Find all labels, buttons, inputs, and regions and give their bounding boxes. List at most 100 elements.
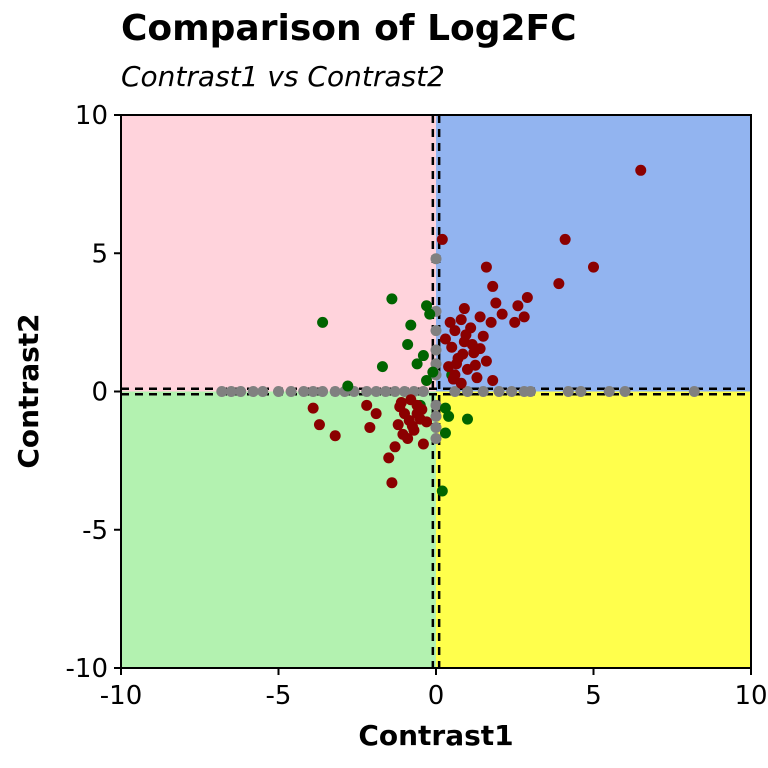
- data-point: [394, 401, 406, 413]
- data-point: [399, 386, 410, 397]
- data-point: [525, 386, 536, 397]
- y-tick-label: 10: [75, 101, 108, 131]
- data-point: [389, 441, 401, 453]
- data-point: [521, 291, 533, 303]
- data-point: [619, 386, 631, 397]
- quadrant-upper-right: [436, 115, 751, 392]
- quadrant-lower-left: [121, 391, 436, 668]
- data-point: [430, 325, 442, 337]
- data-point: [380, 386, 392, 397]
- data-point: [307, 386, 319, 397]
- data-point: [559, 233, 571, 245]
- data-point: [436, 485, 448, 497]
- y-tick-label: -5: [82, 516, 108, 546]
- data-point: [457, 348, 469, 360]
- data-point: [329, 430, 341, 442]
- data-point: [444, 316, 456, 328]
- data-point: [417, 438, 429, 450]
- data-point: [421, 374, 433, 386]
- data-point: [487, 280, 499, 292]
- data-point: [285, 386, 297, 397]
- quadrant-lower-right: [436, 391, 751, 668]
- x-tick-label: 10: [734, 681, 767, 711]
- data-point: [313, 419, 325, 431]
- data-point: [480, 355, 492, 367]
- data-point: [408, 386, 420, 397]
- data-point: [462, 413, 473, 425]
- data-point: [329, 386, 341, 397]
- data-point: [518, 311, 530, 323]
- data-point: [406, 420, 418, 432]
- x-tick-label: -10: [100, 681, 142, 711]
- data-point: [562, 386, 574, 397]
- data-point: [449, 325, 461, 337]
- x-tick-label: 0: [428, 681, 445, 711]
- data-point: [307, 402, 319, 414]
- chart-title: Comparison of Log2FC: [121, 8, 577, 49]
- data-point: [512, 300, 524, 312]
- data-point: [430, 410, 442, 422]
- data-point: [439, 333, 451, 345]
- data-point: [427, 366, 439, 378]
- data-point: [257, 386, 269, 397]
- data-point: [370, 386, 382, 397]
- data-point: [370, 408, 382, 420]
- data-point: [474, 311, 486, 323]
- data-point: [436, 233, 448, 245]
- chart-subtitle: Contrast1 vs Contrast2: [121, 60, 445, 93]
- y-tick-label: 5: [91, 239, 108, 269]
- data-point: [405, 319, 417, 331]
- data-point: [635, 164, 647, 176]
- y-axis-title: Contrast2: [12, 313, 45, 468]
- data-point: [471, 372, 483, 384]
- data-point: [376, 361, 388, 373]
- data-point: [430, 344, 442, 356]
- data-point: [298, 386, 310, 397]
- data-point: [342, 380, 354, 392]
- x-tick-label: 5: [585, 681, 602, 711]
- data-point: [485, 316, 497, 328]
- data-point: [509, 316, 521, 328]
- data-point: [553, 278, 565, 290]
- data-point: [247, 386, 259, 397]
- data-point: [469, 359, 481, 371]
- data-point: [364, 421, 376, 433]
- data-point: [317, 316, 329, 328]
- axis-ticks: -10 -5 0 5 10 -10 -5 0 5 10: [66, 101, 768, 711]
- data-point: [474, 343, 486, 355]
- data-point: [235, 386, 247, 397]
- data-point: [411, 358, 423, 370]
- data-point: [480, 261, 492, 273]
- data-point: [417, 386, 429, 397]
- data-point: [603, 386, 615, 397]
- data-point: [430, 421, 442, 433]
- data-point: [386, 293, 398, 305]
- data-point: [402, 338, 414, 350]
- data-point: [447, 373, 459, 385]
- data-point: [443, 410, 455, 422]
- data-point: [424, 308, 436, 320]
- data-point: [397, 428, 409, 440]
- data-point: [450, 358, 462, 370]
- data-point: [460, 329, 472, 341]
- data-point: [225, 386, 237, 397]
- data-point: [386, 477, 398, 489]
- x-axis-title: Contrast1: [358, 719, 513, 752]
- data-point: [361, 386, 373, 397]
- quadrant-upper-left: [121, 115, 436, 392]
- data-point: [317, 386, 329, 397]
- data-point: [416, 403, 428, 415]
- data-point: [449, 386, 461, 397]
- data-point: [477, 330, 489, 342]
- data-point: [430, 358, 442, 370]
- y-tick-label: 0: [91, 378, 108, 408]
- data-point: [439, 402, 451, 414]
- data-point: [430, 433, 442, 445]
- data-point: [477, 386, 489, 397]
- data-point: [421, 300, 433, 312]
- data-point: [490, 297, 502, 309]
- data-points: [216, 164, 700, 497]
- x-tick-label: -5: [266, 681, 292, 711]
- data-point: [506, 386, 518, 397]
